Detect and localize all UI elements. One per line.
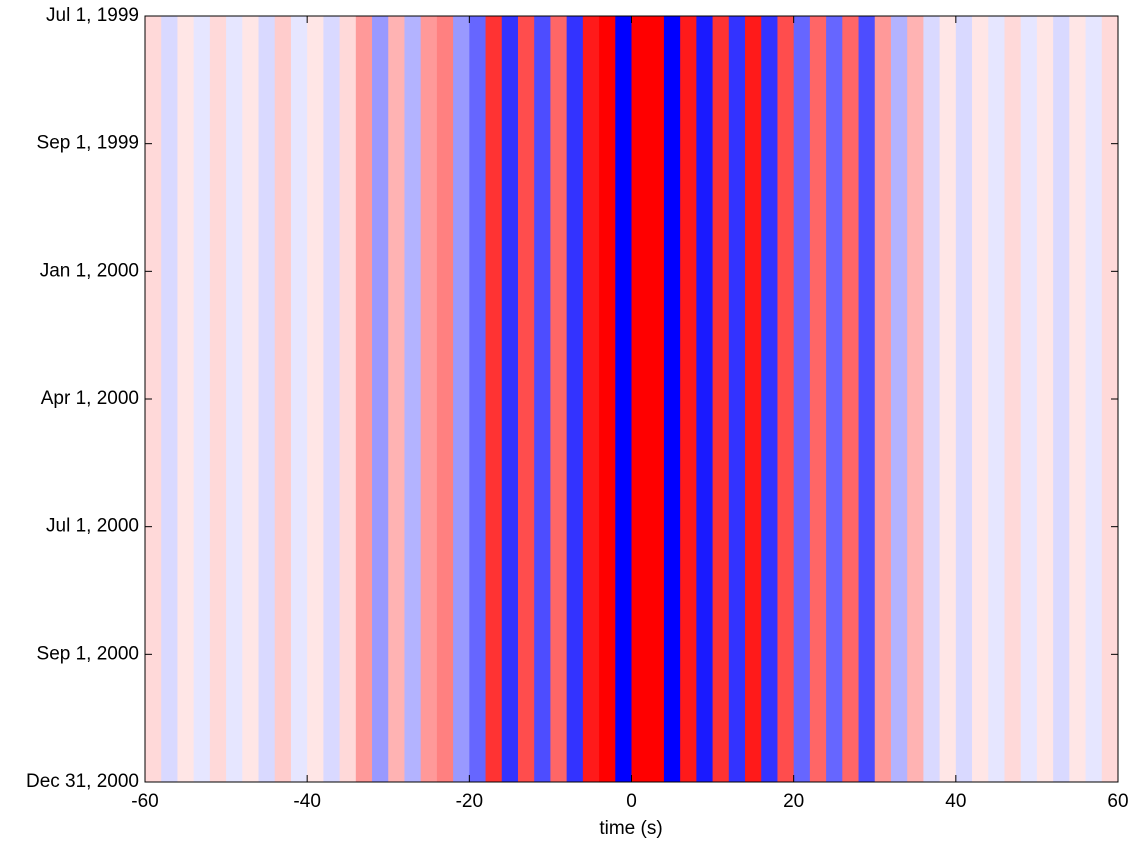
y-tick-label: Jul 1, 1999 bbox=[46, 5, 139, 26]
heatmap-column bbox=[372, 16, 389, 782]
heatmap-column bbox=[972, 16, 989, 782]
heatmap-column bbox=[631, 16, 649, 782]
x-tick-label: -60 bbox=[131, 791, 158, 812]
heatmap-column bbox=[258, 16, 276, 782]
heatmap-column bbox=[404, 16, 422, 782]
heatmap-column bbox=[469, 16, 487, 782]
heatmap-column bbox=[907, 16, 924, 782]
heatmap-column bbox=[777, 16, 795, 782]
heatmap-column bbox=[1036, 16, 1054, 782]
heatmap-column bbox=[793, 16, 811, 782]
heatmap-column bbox=[1101, 16, 1119, 782]
heatmap-column bbox=[501, 16, 519, 782]
heatmap-column bbox=[226, 16, 243, 782]
heatmap-column bbox=[566, 16, 584, 782]
heatmap-column bbox=[453, 16, 470, 782]
heatmap-column bbox=[485, 16, 503, 782]
heatmap-column bbox=[890, 16, 908, 782]
heatmap-column bbox=[323, 16, 341, 782]
y-tick-label: Jul 1, 2000 bbox=[46, 516, 139, 537]
heatmap-column bbox=[761, 16, 778, 782]
heatmap-column bbox=[436, 16, 454, 782]
x-tick-label: 20 bbox=[783, 791, 804, 812]
heatmap-column bbox=[209, 16, 227, 782]
heatmap-column bbox=[939, 16, 957, 782]
heatmap-column bbox=[177, 16, 195, 782]
heatmap-column bbox=[307, 16, 324, 782]
heatmap-column bbox=[582, 16, 600, 782]
heatmap-column bbox=[647, 16, 665, 782]
heatmap-column bbox=[663, 16, 681, 782]
heatmap-column bbox=[517, 16, 535, 782]
y-tick-label: Jan 1, 2000 bbox=[40, 260, 139, 281]
heatmap-column bbox=[842, 16, 860, 782]
heatmap-column bbox=[1085, 16, 1103, 782]
heatmap-column bbox=[923, 16, 941, 782]
x-tick-label: -40 bbox=[293, 791, 320, 812]
y-tick-label: Dec 31, 2000 bbox=[26, 771, 139, 792]
heatmap-column bbox=[955, 16, 973, 782]
heatmap-column bbox=[145, 16, 162, 782]
heatmap-column bbox=[355, 16, 373, 782]
x-tick-label: -20 bbox=[456, 791, 483, 812]
heatmap-column bbox=[193, 16, 211, 782]
heatmap-column bbox=[1053, 16, 1070, 782]
heatmap-column bbox=[242, 16, 260, 782]
heatmap-column bbox=[826, 16, 843, 782]
x-tick-label: 60 bbox=[1107, 791, 1128, 812]
heatmap-column bbox=[874, 16, 892, 782]
x-axis-label: time (s) bbox=[599, 818, 662, 839]
heatmap-column bbox=[274, 16, 292, 782]
heatmap-column bbox=[420, 16, 438, 782]
heatmap-column bbox=[745, 16, 762, 782]
heatmap-column bbox=[599, 16, 616, 782]
heatmap-column bbox=[1020, 16, 1038, 782]
heatmap-column bbox=[728, 16, 746, 782]
heatmap-column bbox=[550, 16, 568, 782]
heatmap-column bbox=[680, 16, 697, 782]
heatmap-column bbox=[339, 16, 357, 782]
heatmap-column bbox=[809, 16, 827, 782]
heatmap-column bbox=[161, 16, 178, 782]
heatmap-column bbox=[712, 16, 730, 782]
heatmap-column bbox=[615, 16, 632, 782]
heatmap-column bbox=[858, 16, 876, 782]
heatmap-column bbox=[534, 16, 551, 782]
heatmap-column bbox=[696, 16, 714, 782]
heatmap-column bbox=[1004, 16, 1022, 782]
y-tick-label: Apr 1, 2000 bbox=[41, 388, 139, 409]
x-tick-label: 40 bbox=[945, 791, 966, 812]
y-tick-label: Sep 1, 1999 bbox=[37, 133, 139, 154]
heatmap-column bbox=[988, 16, 1005, 782]
heatmap-column bbox=[1069, 16, 1087, 782]
heatmap-column bbox=[290, 16, 308, 782]
y-tick-label: Sep 1, 2000 bbox=[37, 643, 139, 664]
heatmap-column bbox=[388, 16, 405, 782]
x-tick-label: 0 bbox=[626, 791, 637, 812]
heatmap bbox=[145, 16, 1119, 782]
